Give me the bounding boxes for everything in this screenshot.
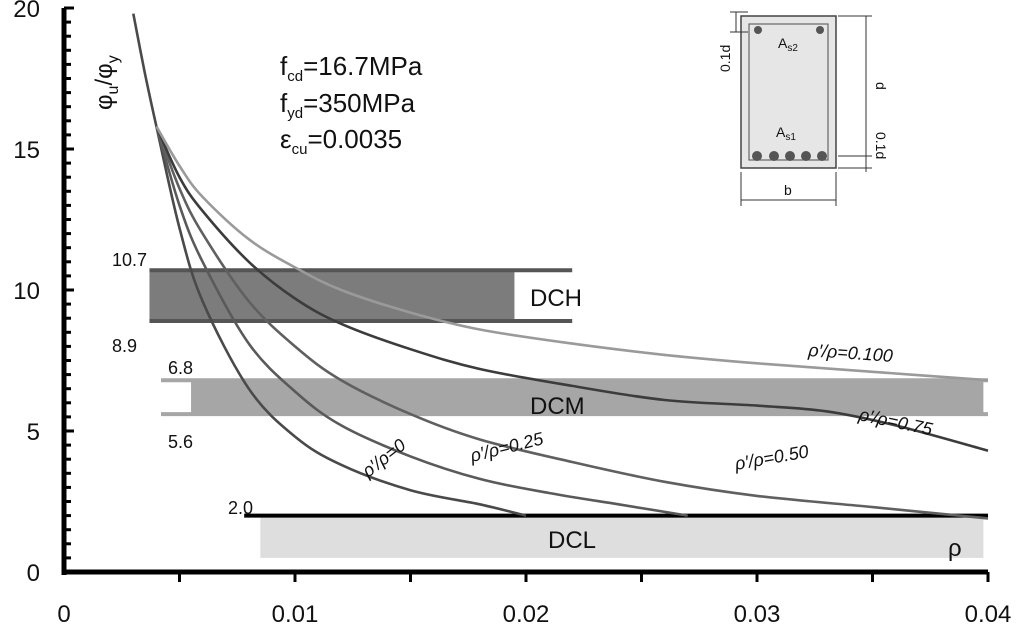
section-outline [740,15,837,169]
bottom-cover-label: 0.1d [873,132,889,159]
depth-label: d [873,82,889,90]
band-label-dch: DCH [530,285,582,312]
y-tick-label: 15 [13,137,40,164]
x-tick-label: 0.02 [503,601,550,628]
series-line-0 [132,13,527,517]
x-tick-label: 0.04 [965,601,1012,628]
x-tick-label: 0.03 [734,601,781,628]
band-upper-value: 6.8 [168,358,193,378]
band-lower-value: 5.6 [168,432,193,452]
bottom-bar [752,151,762,161]
x-variable-symbol: ρ [948,535,962,562]
series-label-4: ρ′/ρ=0.100 [807,340,894,366]
band-dcl [260,515,984,558]
curve-series: ρ′/ρ=0 ρ′/ρ=0.25 ρ′/ρ=0.50ρ′/ρ=0.75ρ′/ρ=0.… [132,13,989,520]
axes: 0 5 10 15 20 0 0.01 0.02 0.03 0.04 [13,0,1011,628]
param-fyd: fyd=350MPa [280,88,416,122]
ductility-class-bands: DCH DCM DCL 10.7 8.9 6.8 5.6 2.0 [112,250,988,558]
top-bar [816,26,824,34]
y-tick-label: 10 [13,278,40,305]
bottom-steel-label: As1 [776,124,796,143]
band-dcm [191,380,984,415]
series-line-1 [155,126,688,517]
param-ecu: εcu=0.0035 [280,124,402,158]
bottom-bar [817,151,827,161]
series-label-1: ρ′/ρ=0.25 [467,428,546,466]
cross-section-inset: As2 As1 0.1d d 0.1d b [717,11,889,206]
top-steel-label: As2 [778,35,798,54]
bottom-bar [785,151,795,161]
y-tick-label: 5 [27,419,40,446]
band-dch [149,270,515,322]
band-label-dcl: DCL [548,527,596,554]
band-label-dcm: DCM [530,393,585,420]
y-axis-label: φu/φy [91,55,122,110]
bottom-bar [769,151,779,161]
band-upper-value: 2.0 [228,498,253,518]
y-tick-label: 0 [27,560,40,587]
bottom-bar [801,151,811,161]
band-lower-value: 8.9 [112,336,137,356]
top-cover-label: 0.1d [717,45,733,72]
band-upper-value: 10.7 [112,250,147,270]
series-line-3 [155,125,989,452]
x-tick-label: 0.01 [272,601,319,628]
y-tick-label: 20 [13,0,40,23]
top-bar [754,26,762,34]
x-tick-label: 0 [57,601,70,628]
series-label-2: ρ′/ρ=0.50 [732,441,810,474]
series-label-0: ρ′/ρ=0 [357,435,409,482]
width-label: b [784,182,792,198]
series-line-2 [155,125,989,520]
param-fcd: fcd=16.7MPa [280,51,423,85]
series-line-4 [155,125,989,382]
